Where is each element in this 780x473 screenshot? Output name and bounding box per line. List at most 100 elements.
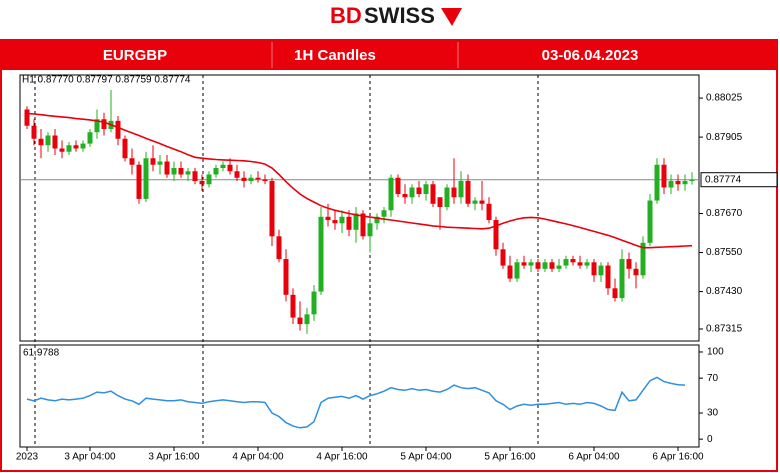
candle-body bbox=[689, 179, 695, 182]
logo-flag bbox=[441, 8, 462, 26]
candle-body bbox=[668, 181, 674, 188]
candle-body bbox=[682, 181, 688, 185]
y-tick-label: 0.87905 bbox=[706, 132, 743, 143]
current-price-box bbox=[700, 172, 778, 188]
candle-body bbox=[472, 200, 478, 204]
candle-body bbox=[619, 259, 625, 299]
candle-body bbox=[612, 288, 618, 299]
rsi-line bbox=[26, 376, 686, 429]
candle-body bbox=[458, 181, 464, 198]
candle-body bbox=[395, 177, 401, 195]
candle-body bbox=[542, 262, 548, 269]
banner bbox=[1, 40, 777, 70]
candle-body bbox=[444, 187, 450, 208]
x-tick-label: 5 Apr 04:00 bbox=[400, 452, 452, 463]
candle-body bbox=[381, 210, 387, 217]
candle-body bbox=[311, 291, 317, 315]
y-tick-label: 70 bbox=[707, 373, 719, 384]
candle-body bbox=[129, 158, 135, 165]
candle-body bbox=[59, 148, 65, 152]
y-tick-label: 0.87670 bbox=[706, 208, 743, 219]
candle-body bbox=[346, 216, 352, 230]
y-tick-label: 0.87430 bbox=[706, 286, 743, 297]
candle-body bbox=[598, 265, 604, 276]
candle-body bbox=[101, 119, 107, 129]
candle-body bbox=[255, 177, 261, 180]
timeframe: 1H Candles bbox=[294, 47, 376, 64]
candle-body bbox=[73, 145, 79, 149]
x-tick-label: 5 Apr 16:00 bbox=[484, 452, 536, 463]
candle-body bbox=[605, 265, 611, 289]
candle-body bbox=[479, 200, 485, 204]
ohlc-info: H1 0.87770 0.87797 0.87759 0.87774 bbox=[22, 75, 191, 86]
candle-body bbox=[493, 220, 499, 250]
candle-body bbox=[633, 268, 639, 276]
candle-body bbox=[591, 262, 597, 276]
candle-body bbox=[626, 259, 632, 269]
candle-body bbox=[437, 197, 443, 208]
moving-average bbox=[26, 112, 693, 249]
x-tick-label: 6 Apr 16:00 bbox=[652, 452, 704, 463]
candle-body bbox=[136, 164, 142, 199]
candle-body bbox=[213, 168, 219, 175]
y-tick-label: 0.87315 bbox=[706, 324, 743, 335]
candle-body bbox=[563, 259, 569, 266]
candle-body bbox=[367, 223, 373, 237]
candle-body bbox=[374, 216, 380, 224]
candle-body bbox=[227, 164, 233, 172]
candle-body bbox=[52, 135, 58, 149]
candle-body bbox=[675, 181, 681, 185]
candle-body bbox=[143, 158, 149, 199]
candle-body bbox=[38, 138, 44, 146]
candle-body bbox=[332, 220, 338, 224]
candle-body bbox=[584, 262, 590, 266]
candle-body bbox=[325, 216, 331, 221]
x-tick-label: 3 Apr 04:00 bbox=[64, 452, 116, 463]
y-tick-label: 30 bbox=[707, 408, 719, 419]
candle-body bbox=[640, 242, 646, 276]
candle-body bbox=[549, 262, 555, 269]
candle-body bbox=[535, 262, 541, 269]
candle-body bbox=[80, 143, 86, 149]
candle-body bbox=[241, 177, 247, 182]
candle-body bbox=[388, 177, 394, 211]
candle-body bbox=[269, 181, 275, 237]
candle-body bbox=[430, 184, 436, 204]
candle-body bbox=[248, 177, 254, 182]
candle-body bbox=[451, 187, 457, 198]
candle-body bbox=[164, 161, 170, 175]
candle-body bbox=[157, 161, 163, 165]
x-tick-label: 6 Apr 04:00 bbox=[568, 452, 620, 463]
x-tick-label: 4 Apr 04:00 bbox=[232, 452, 284, 463]
candle-body bbox=[150, 158, 156, 165]
candle-body bbox=[178, 168, 184, 175]
price-panel bbox=[19, 74, 700, 342]
candle-body bbox=[353, 213, 359, 230]
candle-body bbox=[206, 174, 212, 185]
y-tick-label: 0 bbox=[707, 434, 713, 445]
x-tick-label: 4 Apr 16:00 bbox=[316, 452, 368, 463]
frame bbox=[0, 39, 778, 472]
rsi-panel bbox=[19, 344, 700, 448]
candle-body bbox=[360, 213, 366, 237]
logo-text: BD bbox=[330, 3, 362, 28]
candle-body bbox=[486, 203, 492, 221]
symbol: EURGBP bbox=[103, 47, 167, 64]
candle-body bbox=[290, 294, 296, 318]
candle-body bbox=[514, 262, 520, 279]
candle-body bbox=[234, 171, 240, 178]
candle-body bbox=[262, 179, 268, 182]
candle-body bbox=[66, 145, 72, 152]
candle-body bbox=[199, 181, 205, 185]
logo-text: SWISS bbox=[364, 3, 435, 28]
candle-body bbox=[423, 184, 429, 195]
candle-body bbox=[570, 259, 576, 263]
candle-body bbox=[94, 119, 100, 133]
candle-body bbox=[647, 200, 653, 243]
candle-body bbox=[507, 265, 513, 279]
candle-body bbox=[318, 216, 324, 292]
candle-body bbox=[339, 216, 345, 224]
candle-body bbox=[297, 317, 303, 325]
current-price-label: 0.87774 bbox=[705, 174, 742, 185]
